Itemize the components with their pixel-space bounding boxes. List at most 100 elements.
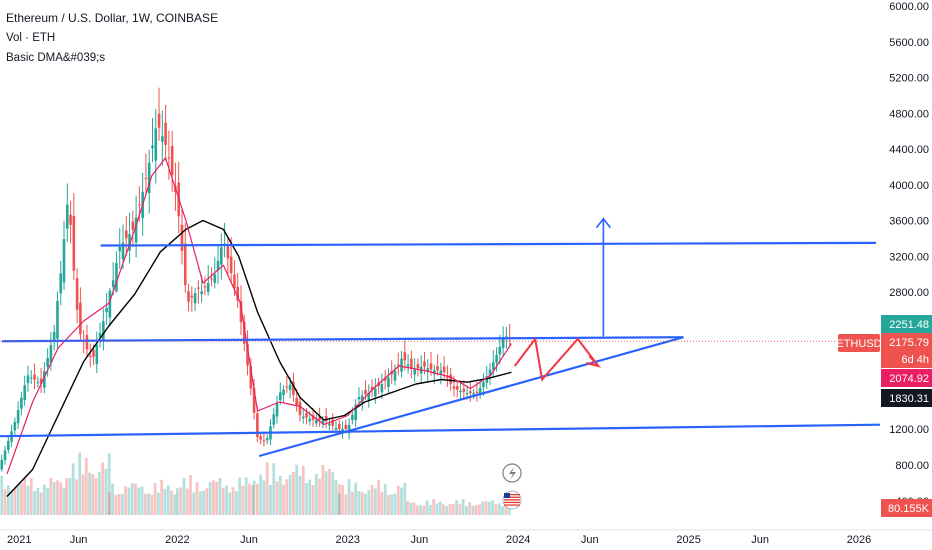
volume-bar xyxy=(251,485,255,515)
volume-bar xyxy=(468,502,472,515)
volume-bar xyxy=(160,479,164,515)
symbol-tag[interactable] xyxy=(838,334,880,352)
candle-body xyxy=(478,387,482,395)
volume-bar xyxy=(182,478,186,515)
volume-bar xyxy=(107,453,111,515)
y-tick-label: 4400.00 xyxy=(889,144,929,156)
candle-body xyxy=(403,352,407,361)
candle-body xyxy=(321,420,325,424)
projection-arrow-head[interactable] xyxy=(586,355,602,368)
candle-body xyxy=(203,286,207,288)
volume-bar xyxy=(504,503,508,515)
volume-bar xyxy=(387,494,390,515)
candle-body xyxy=(98,332,102,338)
volume-bar xyxy=(228,492,232,515)
volume-bar xyxy=(364,493,367,515)
target-arrow-head[interactable] xyxy=(595,217,612,229)
candle-body xyxy=(485,376,489,383)
candle-body xyxy=(462,388,466,392)
neckline-line[interactable] xyxy=(1,336,684,343)
volume-bar xyxy=(234,491,238,515)
candle-body xyxy=(249,365,253,389)
volume-bar xyxy=(474,505,478,515)
volume-bar xyxy=(84,457,88,515)
volume-bar xyxy=(36,487,40,515)
volume-bar xyxy=(412,502,416,515)
candle-body xyxy=(449,374,452,384)
price-tag-label: 2074.92 xyxy=(889,373,929,385)
legend-symbol-title[interactable]: Ethereum / U.S. Dollar, 1W, COINBASE xyxy=(6,11,219,25)
volume-bar xyxy=(491,500,495,515)
volume-bar xyxy=(255,483,259,515)
volume-bar xyxy=(176,488,179,515)
us-flag-icon[interactable] xyxy=(502,490,522,510)
volume-bar xyxy=(314,473,318,515)
volume-bar xyxy=(42,484,46,515)
candle-body xyxy=(292,381,295,395)
resistance-line[interactable] xyxy=(100,241,877,247)
volume-bar xyxy=(292,472,295,515)
volume-bar xyxy=(0,475,4,515)
volume-bar xyxy=(272,463,276,515)
candle-body xyxy=(505,336,508,338)
y-tick-label: 4800.00 xyxy=(889,108,929,120)
volume-bar xyxy=(120,493,124,515)
volume-bar xyxy=(166,485,170,515)
volume-bar xyxy=(78,452,82,515)
volume-bar xyxy=(481,501,485,515)
volume-bar xyxy=(425,500,429,515)
legend-volume[interactable]: Vol · ETH xyxy=(6,32,56,44)
volume-bar xyxy=(221,487,225,515)
candle-body xyxy=(469,391,472,393)
x-tick-label: Jun xyxy=(70,534,88,546)
candle-body xyxy=(423,361,426,367)
x-tick-label: Jun xyxy=(240,534,258,546)
ascending-trendline[interactable] xyxy=(258,336,684,458)
volume-bar xyxy=(202,490,206,515)
price-tag xyxy=(881,350,932,368)
candle-body xyxy=(161,136,164,142)
price-axis[interactable] xyxy=(880,0,932,530)
volume-bar xyxy=(445,505,449,515)
y-tick-label: 1200.00 xyxy=(889,424,929,436)
x-tick-label: Jun xyxy=(410,534,428,546)
volume-bar xyxy=(114,494,118,515)
volume-bar xyxy=(6,485,10,515)
candle-body xyxy=(367,392,371,400)
x-tick-label: 2021 xyxy=(7,534,31,546)
candle-body xyxy=(95,344,99,365)
symbol-tag-label: ETHUSD xyxy=(836,338,881,350)
volume-bar xyxy=(81,474,85,515)
y-tick-label: 5600.00 xyxy=(889,37,929,49)
support-line[interactable] xyxy=(0,423,894,438)
candle-body xyxy=(85,335,89,350)
candle-body xyxy=(498,346,502,355)
volume-bar xyxy=(65,478,69,515)
candle-body xyxy=(465,393,469,394)
x-tick-label: Jun xyxy=(581,534,599,546)
volume-bar xyxy=(278,475,282,515)
candle-body xyxy=(157,113,161,128)
candle-body xyxy=(164,122,167,145)
candle-body xyxy=(233,274,236,288)
candle-body xyxy=(39,378,43,384)
volume-bar xyxy=(111,483,114,515)
volume-bar xyxy=(458,504,462,515)
candle-body xyxy=(128,234,131,251)
candle-body xyxy=(92,350,95,357)
price-tag-label: 2251.48 xyxy=(889,319,929,331)
projection-zigzag[interactable] xyxy=(514,336,600,382)
volume-bar xyxy=(357,491,361,515)
candle-body xyxy=(439,370,443,375)
candle-body xyxy=(354,404,357,421)
volume-bar xyxy=(393,493,397,515)
time-axis[interactable] xyxy=(0,530,932,550)
volume-bar xyxy=(396,485,400,515)
legend-dma[interactable]: Basic DMA&#039;s xyxy=(6,52,106,64)
price-tag xyxy=(881,333,932,351)
volume-bar xyxy=(208,481,212,515)
candle-body xyxy=(183,243,187,286)
candle-body xyxy=(65,204,69,229)
volume-bar xyxy=(16,485,20,515)
